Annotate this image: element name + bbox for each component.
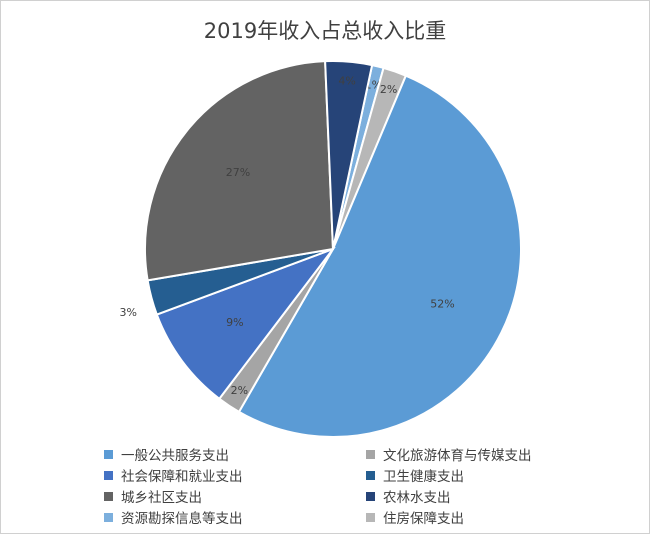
legend-item-7: 住房保障支出 (366, 507, 464, 527)
legend-item-3: 卫生健康支出 (366, 465, 464, 485)
legend-label: 住房保障支出 (383, 511, 464, 527)
pie-label-2: 9% (226, 316, 243, 329)
legend-swatch (366, 449, 375, 459)
legend-label: 资源勘探信息等支出 (121, 511, 243, 527)
legend-swatch (104, 449, 113, 459)
legend-swatch (104, 512, 113, 522)
legend-label: 城乡社区支出 (121, 490, 202, 506)
pie-slice-5 (324, 60, 374, 250)
legend-swatch (104, 470, 113, 480)
legend-item-5: 农林水支出 (366, 486, 451, 506)
pie-label-4: 27% (226, 166, 250, 179)
pie-label-5: 4% (338, 74, 355, 87)
legend-swatch (366, 470, 375, 480)
pie-slice-4 (144, 60, 335, 282)
legend-label: 卫生健康支出 (383, 469, 464, 485)
legend-label: 一般公共服务支出 (121, 448, 229, 464)
legend-item-0: 一般公共服务支出 (104, 444, 229, 464)
legend-label: 文化旅游体育与传媒支出 (383, 448, 532, 464)
legend-label: 农林水支出 (383, 490, 451, 506)
chart-title: 2019年收入占总收入比重 (203, 19, 447, 43)
legend-item-4: 城乡社区支出 (104, 486, 202, 506)
legend-item-6: 资源勘探信息等支出 (104, 507, 243, 527)
pie-label-1: 2% (231, 384, 248, 397)
legend-swatch (366, 491, 375, 501)
pie-label-3: 3% (120, 306, 137, 319)
legend-item-2: 社会保障和就业支出 (104, 465, 243, 485)
pie-slice-0 (237, 74, 522, 438)
pie-slice-2 (155, 246, 336, 401)
legend-item-1: 文化旅游体育与传媒支出 (366, 444, 532, 464)
pie-label-0: 52% (430, 297, 454, 310)
legend-label: 社会保障和就业支出 (121, 469, 243, 485)
legend-swatch (366, 512, 375, 522)
legend-swatch (104, 491, 113, 501)
pie-label-7: 2% (380, 83, 397, 96)
